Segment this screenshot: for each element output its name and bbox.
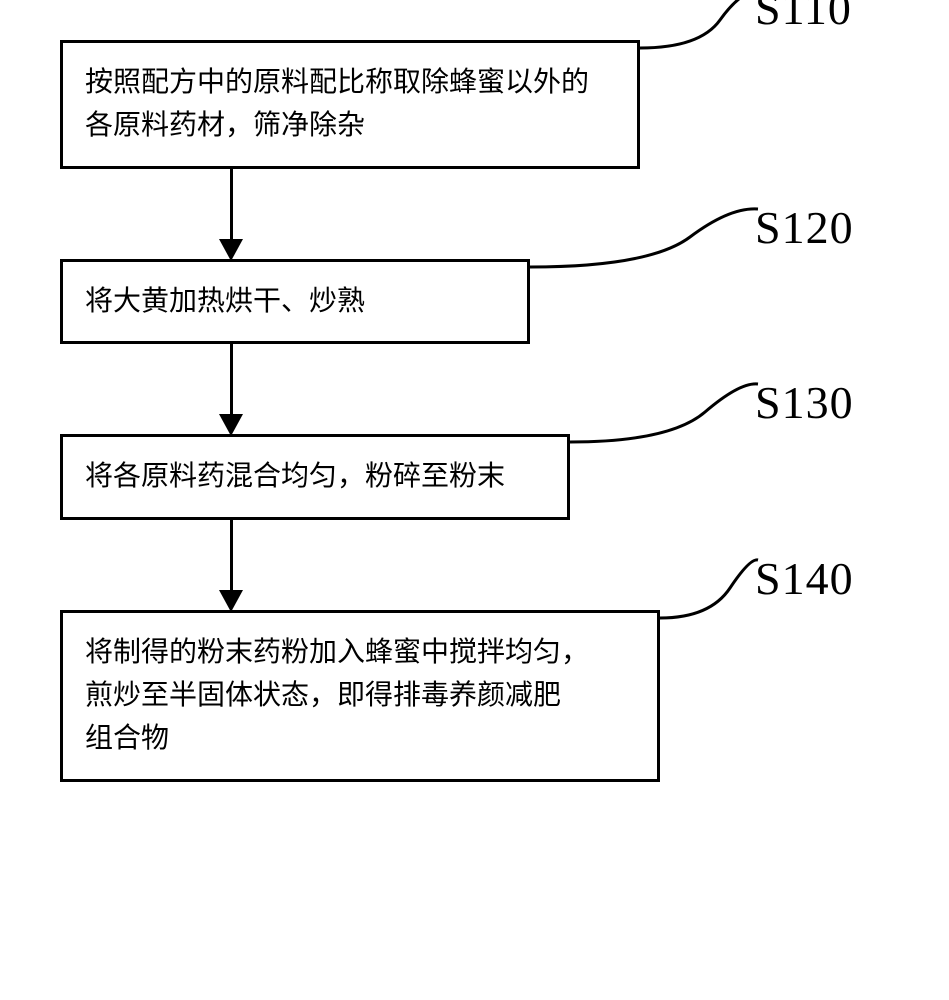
step-row: 将大黄加热烘干、炒熟 S120 (60, 259, 910, 344)
step-row: 将各原料药混合均匀，粉碎至粉末 S130 (60, 434, 910, 519)
flowchart-container: 按照配方中的原料配比称取除蜂蜜以外的 各原料药材，筛净除杂 S110 将大黄加热… (60, 40, 910, 782)
step-label-s140: S140 (755, 552, 854, 605)
step-row: 将制得的粉末药粉加入蜂蜜中搅拌均匀， 煎炒至半固体状态，即得排毒养颜减肥 组合物… (60, 610, 910, 782)
step-label-s130: S130 (755, 376, 854, 429)
arrow-line (230, 520, 233, 592)
step-box-s140: 将制得的粉末药粉加入蜂蜜中搅拌均匀， 煎炒至半固体状态，即得排毒养颜减肥 组合物 (60, 610, 660, 782)
step-box-s120: 将大黄加热烘干、炒熟 (60, 259, 530, 344)
arrow-head-icon (219, 239, 243, 261)
step-label-s120: S120 (755, 201, 854, 254)
step-row: 按照配方中的原料配比称取除蜂蜜以外的 各原料药材，筛净除杂 S110 (60, 40, 910, 169)
arrow-head-icon (219, 590, 243, 612)
step-label-s110: S110 (755, 0, 852, 35)
arrow-head-icon (219, 414, 243, 436)
arrow-line (230, 169, 233, 241)
step-box-s110: 按照配方中的原料配比称取除蜂蜜以外的 各原料药材，筛净除杂 (60, 40, 640, 169)
step-box-s130: 将各原料药混合均匀，粉碎至粉末 (60, 434, 570, 519)
arrow-line (230, 344, 233, 416)
